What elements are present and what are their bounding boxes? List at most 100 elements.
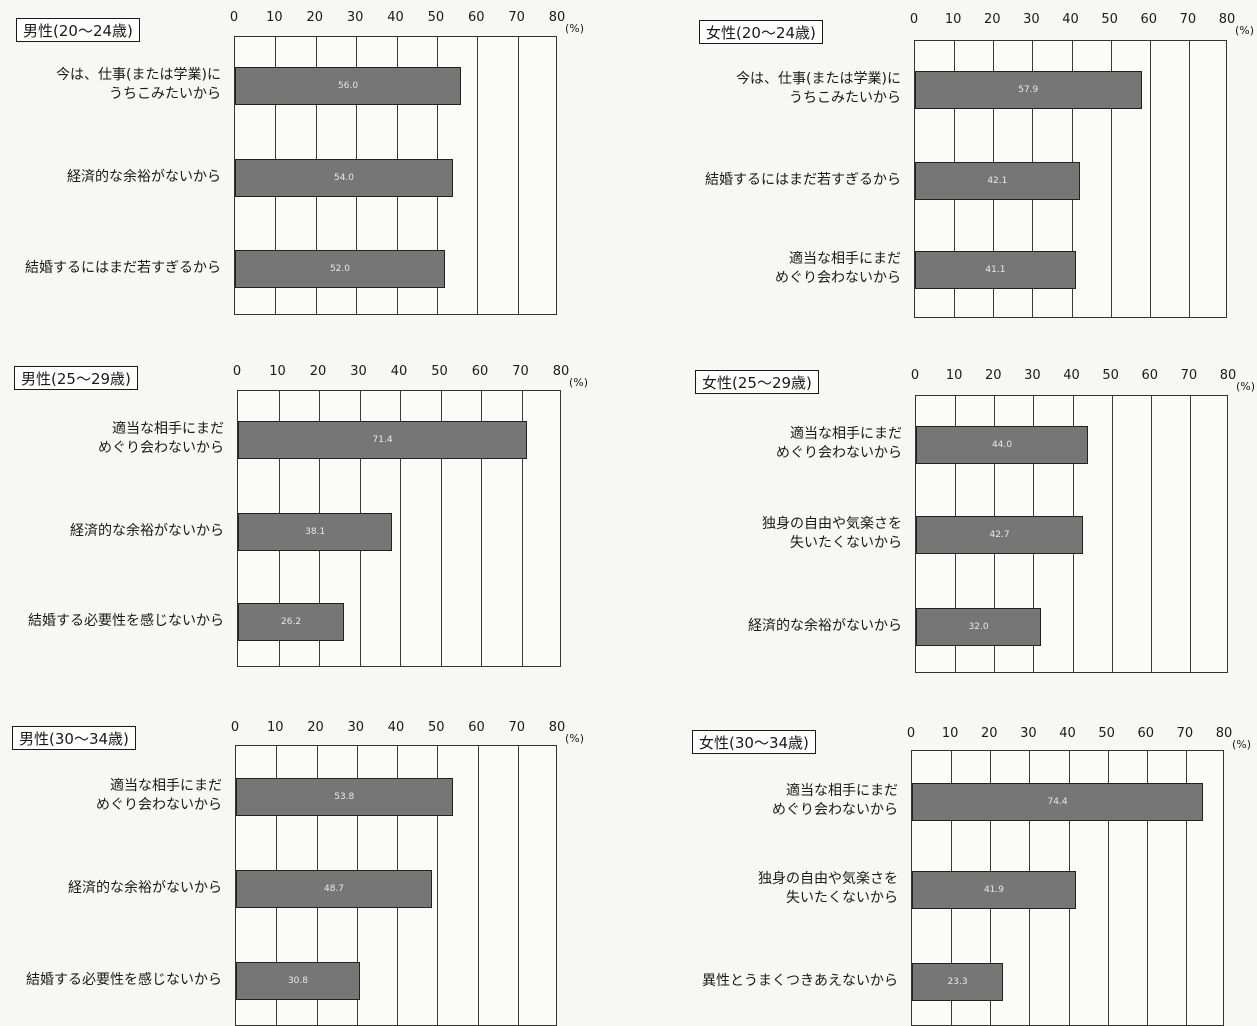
chart-title: 男性(30～34歳) bbox=[12, 726, 136, 750]
bar bbox=[915, 162, 1080, 200]
bar-value-label: 42.1 bbox=[987, 176, 1008, 186]
plot-area: 57.9 42.1 41.1 bbox=[914, 40, 1227, 318]
bar-value-label: 38.1 bbox=[305, 527, 326, 537]
category-label: 結婚する必要性を感じないから bbox=[26, 971, 222, 988]
bar-value-label: 44.0 bbox=[992, 440, 1013, 450]
axis-unit-label: (%) bbox=[1235, 24, 1255, 37]
category-label: 独身の自由や気楽さを 失いたくないから bbox=[758, 871, 898, 906]
category-label: 適当な相手にまだ めぐり会わないから bbox=[96, 778, 222, 813]
axis-tick-label: 30 bbox=[1024, 368, 1041, 383]
axis-tick-label: 20 bbox=[983, 12, 1001, 27]
axis-tick-label: 80 bbox=[548, 10, 566, 25]
category-label: 経済的な余裕がないから bbox=[67, 168, 221, 185]
bar-value-label: 74.4 bbox=[1047, 797, 1068, 807]
bar-value-label: 57.9 bbox=[1018, 85, 1039, 95]
bar bbox=[236, 962, 360, 1000]
axis-tick-label: 10 bbox=[944, 12, 962, 27]
category-label: 経済的な余裕がないから bbox=[70, 522, 224, 539]
gridline bbox=[1146, 751, 1148, 1025]
gridline bbox=[1185, 751, 1187, 1025]
axis-tick-label: 0 bbox=[910, 368, 920, 383]
axis-tick-label: 0 bbox=[232, 364, 242, 379]
axis-tick-label: 20 bbox=[984, 368, 1002, 383]
gridline bbox=[400, 391, 401, 666]
bar-value-label: 41.9 bbox=[983, 885, 1004, 895]
bar bbox=[912, 871, 1076, 909]
bar bbox=[238, 513, 393, 551]
chart-title: 女性(20～24歳) bbox=[699, 20, 823, 44]
category-label: 経済的な余裕がないから bbox=[68, 879, 222, 896]
axis-tick-label: 0 bbox=[906, 726, 916, 741]
bar bbox=[912, 783, 1204, 821]
bar bbox=[235, 250, 445, 288]
bar bbox=[238, 603, 345, 641]
bar-value-label: 41.1 bbox=[985, 265, 1006, 275]
axis-tick-label: 80 bbox=[548, 720, 566, 735]
bar-value-label: 30.8 bbox=[287, 976, 308, 986]
bar bbox=[236, 870, 433, 908]
bar-value-label: 26.2 bbox=[281, 617, 302, 627]
category-label: 経済的な余裕がないから bbox=[748, 617, 902, 634]
gridline bbox=[1107, 751, 1109, 1025]
axis-tick-label: 50 bbox=[427, 10, 445, 25]
axis-tick-label: 50 bbox=[431, 364, 448, 379]
chart-title: 男性(25～29歳) bbox=[14, 366, 138, 390]
gridline bbox=[1111, 396, 1113, 672]
axis-unit-label: (%) bbox=[565, 732, 585, 745]
plot-area: 44.0 42.7 32.0 bbox=[915, 395, 1228, 673]
bar bbox=[912, 963, 1004, 1001]
bar-value-label: 52.0 bbox=[329, 264, 350, 274]
bar bbox=[235, 67, 462, 105]
category-label: 適当な相手にまだ めぐり会わないから bbox=[775, 251, 901, 286]
bar-value-label: 71.4 bbox=[372, 435, 393, 445]
axis-unit-label: (%) bbox=[565, 22, 585, 35]
axis-tick-label: 10 bbox=[266, 720, 284, 735]
gridline bbox=[440, 391, 442, 666]
bar-value-label: 54.0 bbox=[333, 173, 355, 183]
category-label: 結婚するにはまだ若すぎるから bbox=[705, 171, 901, 188]
axis-tick-label: 50 bbox=[1102, 368, 1119, 383]
axis-tick-label: 60 bbox=[468, 720, 485, 735]
axis-tick-label: 30 bbox=[350, 364, 367, 379]
category-label: 異性とうまくつきあえないから bbox=[702, 972, 898, 989]
axis-tick-label: 20 bbox=[307, 720, 324, 735]
axis-tick-label: 20 bbox=[980, 726, 998, 741]
axis-tick-label: 40 bbox=[390, 364, 408, 379]
axis-tick-label: 50 bbox=[1098, 726, 1115, 741]
bar bbox=[236, 778, 453, 816]
category-label: 今は、仕事(または学業)に うちこみたいから bbox=[736, 71, 901, 106]
plot-area: 71.4 38.1 26.2 bbox=[237, 390, 561, 667]
category-label: 独身の自由や気楽さを 失いたくないから bbox=[762, 516, 902, 551]
bar bbox=[238, 421, 528, 459]
plot-area: 53.8 48.7 30.8 bbox=[235, 745, 557, 1026]
axis-tick-label: 40 bbox=[1063, 368, 1080, 383]
gridline bbox=[1149, 41, 1151, 317]
axis-tick-label: 70 bbox=[508, 720, 526, 735]
axis-tick-label: 50 bbox=[427, 720, 445, 735]
axis-tick-label: 60 bbox=[1137, 726, 1155, 741]
axis-tick-label: 70 bbox=[508, 10, 525, 25]
chart-title: 女性(25～29歳) bbox=[695, 370, 819, 394]
gridline bbox=[521, 391, 523, 666]
bar-value-label: 48.7 bbox=[323, 884, 345, 894]
gridline bbox=[477, 746, 479, 1025]
chart-title: 男性(20～24歳) bbox=[16, 18, 140, 42]
gridline bbox=[1150, 396, 1152, 672]
gridline bbox=[481, 391, 482, 666]
category-label: 結婚する必要性を感じないから bbox=[28, 612, 224, 629]
axis-unit-label: (%) bbox=[1232, 738, 1252, 751]
plot-area: 74.4 41.9 23.3 bbox=[911, 750, 1224, 1026]
bar bbox=[915, 71, 1142, 109]
bar-value-label: 32.0 bbox=[968, 622, 989, 632]
axis-unit-label: (%) bbox=[569, 376, 589, 389]
axis-tick-label: 40 bbox=[387, 720, 405, 735]
bar bbox=[916, 608, 1042, 646]
axis-tick-label: 10 bbox=[941, 726, 959, 741]
category-label: 今は、仕事(または学業)に うちこみたいから bbox=[56, 67, 221, 102]
category-label: 適当な相手にまだ めぐり会わないから bbox=[776, 426, 902, 461]
category-label: 適当な相手にまだ めぐり会わないから bbox=[98, 421, 224, 456]
gridline bbox=[517, 37, 519, 314]
bar-value-label: 23.3 bbox=[947, 977, 968, 987]
axis-tick-label: 30 bbox=[1020, 726, 1037, 741]
axis-tick-label: 80 bbox=[552, 364, 570, 379]
